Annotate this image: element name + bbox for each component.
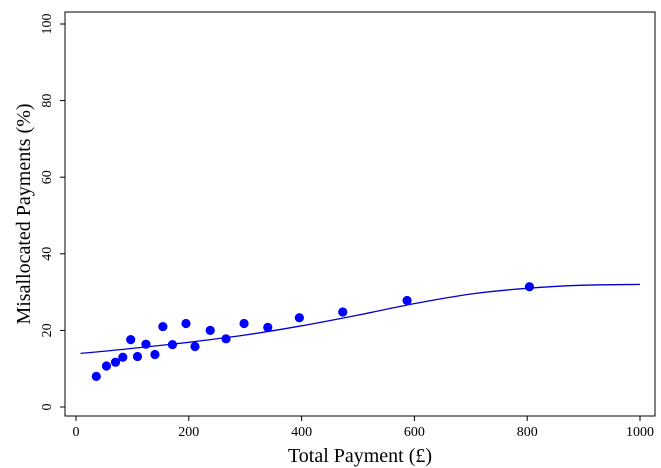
data-point xyxy=(118,352,128,362)
x-tick-label: 0 xyxy=(73,425,80,440)
plot-frame xyxy=(64,11,656,417)
data-point xyxy=(158,321,168,332)
y-tick-label: 20 xyxy=(40,323,55,337)
data-point xyxy=(205,325,215,335)
y-axis-title: Misallocated Payments (%) xyxy=(13,103,35,324)
x-tick-label: 400 xyxy=(291,425,312,440)
data-point xyxy=(110,357,121,367)
y-axis-ticks: 0 20 40 60 80 100 xyxy=(40,14,65,411)
x-tick-label: 200 xyxy=(178,425,199,440)
x-axis-ticks: 0 200 400 600 800 1000 xyxy=(73,416,654,440)
data-point xyxy=(190,341,200,352)
x-axis-title: Total Payment (£) xyxy=(288,445,432,467)
data-point xyxy=(126,334,136,345)
data-point xyxy=(167,339,178,350)
y-tick-label: 0 xyxy=(40,404,55,411)
data-point xyxy=(181,318,191,329)
y-tick-label: 40 xyxy=(40,247,55,261)
x-tick-label: 600 xyxy=(404,425,425,440)
data-point xyxy=(141,339,151,349)
data-point xyxy=(221,334,231,344)
data-point xyxy=(294,313,304,323)
data-point xyxy=(150,349,160,360)
data-points xyxy=(91,282,535,381)
data-point xyxy=(263,322,273,332)
data-point xyxy=(524,282,535,292)
data-point xyxy=(132,351,143,362)
x-tick-label: 800 xyxy=(517,425,538,440)
fit-line xyxy=(80,283,641,355)
y-tick-label: 100 xyxy=(40,14,55,35)
data-point xyxy=(101,361,112,371)
data-point xyxy=(338,307,348,317)
data-point xyxy=(91,371,101,381)
data-point xyxy=(402,295,412,306)
x-tick-label: 1000 xyxy=(626,425,654,440)
data-point xyxy=(239,318,249,329)
y-tick-label: 80 xyxy=(40,94,55,108)
y-tick-label: 60 xyxy=(40,170,55,184)
